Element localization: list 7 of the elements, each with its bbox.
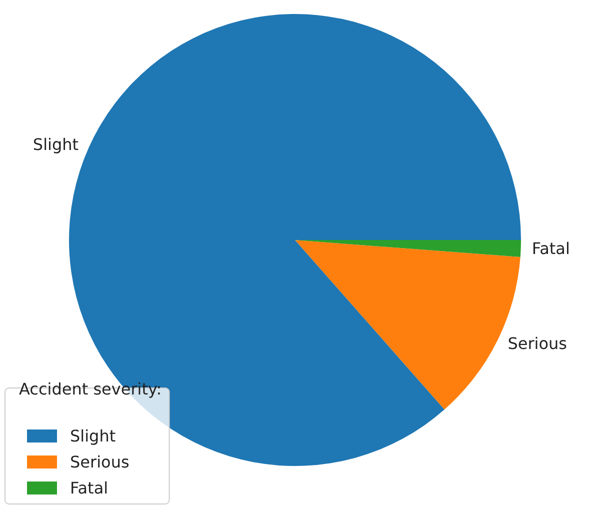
legend-label: Serious [70,452,130,472]
slice-label: Serious [508,334,567,353]
legend-title: Accident severity: [19,380,162,398]
slice-label: Fatal [532,239,570,258]
legend-label: Slight [70,426,116,446]
slice-label: Slight [32,135,79,154]
legend-label: Fatal [70,478,108,498]
